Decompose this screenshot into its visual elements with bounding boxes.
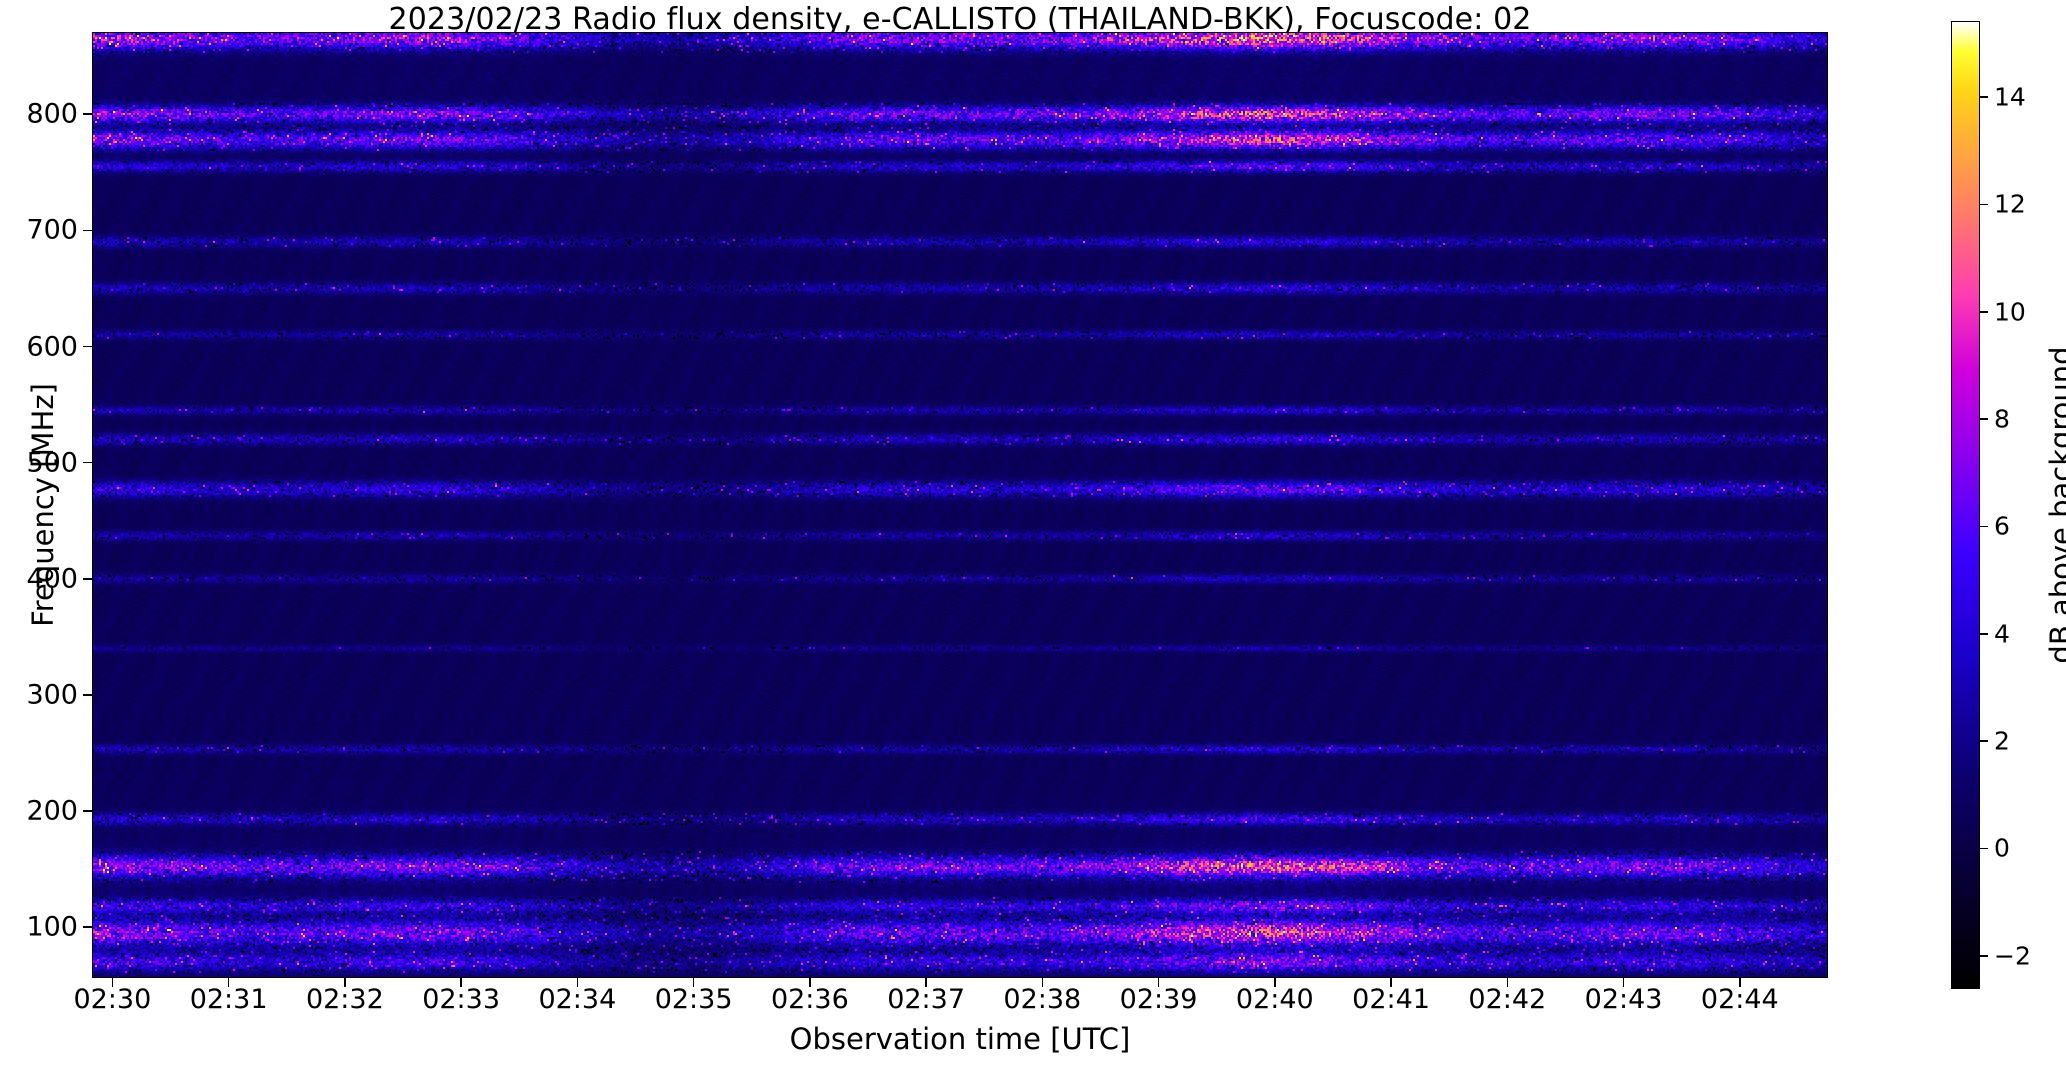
y-tick-label: 100 <box>26 911 78 943</box>
colorbar-tick-label: −2 <box>1994 941 2031 971</box>
colorbar-tick-mark <box>1980 311 1988 313</box>
y-tick-label: 400 <box>26 563 78 595</box>
y-tick-mark <box>83 229 92 232</box>
y-tick-label: 600 <box>26 331 78 362</box>
colorbar-tick-label: 14 <box>1994 82 2026 112</box>
colorbar-tick-mark <box>1980 203 1988 206</box>
y-tick-mark <box>83 926 92 928</box>
y-tick-label: 200 <box>26 795 78 827</box>
x-tick-label: 02:31 <box>189 984 268 1015</box>
x-tick-label: 02:38 <box>1003 984 1082 1015</box>
x-tick-mark <box>460 978 462 987</box>
colorbar-tick-mark <box>1980 96 1988 98</box>
x-tick-label: 02:43 <box>1584 984 1663 1015</box>
colorbar-tick-mark <box>1980 955 1988 957</box>
colorbar-tick-label: 10 <box>1994 297 2026 327</box>
x-tick-mark <box>925 978 927 987</box>
x-tick-mark <box>1157 978 1160 987</box>
x-tick-mark <box>1390 978 1392 987</box>
colorbar-tick-label: 2 <box>1994 726 2010 756</box>
x-tick-mark <box>227 978 230 987</box>
colorbar-tick-mark <box>1980 740 1988 742</box>
y-tick-label: 500 <box>26 447 78 479</box>
x-axis-label: Observation time [UTC] <box>789 1022 1131 1056</box>
x-tick-label: 02:37 <box>887 984 965 1015</box>
colorbar-tick-mark <box>1980 418 1988 420</box>
x-tick-mark <box>1041 978 1044 987</box>
colorbar-tick-label: 6 <box>1994 511 2010 541</box>
x-tick-mark <box>576 978 579 987</box>
x-tick-label: 02:40 <box>1235 984 1314 1015</box>
colorbar-tick-label: 4 <box>1994 619 2010 649</box>
x-tick-mark <box>1506 978 1509 987</box>
x-tick-label: 02:34 <box>538 984 617 1015</box>
y-tick-mark <box>83 810 92 812</box>
y-axis-label: Frequency [MHz] <box>26 383 60 627</box>
colorbar <box>1952 22 1979 988</box>
y-tick-mark <box>83 461 92 464</box>
x-tick-mark <box>809 978 811 987</box>
y-tick-label: 800 <box>26 98 78 130</box>
x-tick-mark <box>692 978 695 987</box>
x-tick-mark <box>344 978 346 987</box>
spectrogram-plot-area[interactable] <box>93 33 1827 977</box>
y-tick-label: 300 <box>26 679 78 711</box>
y-tick-mark <box>83 345 92 348</box>
x-tick-label: 02:35 <box>654 984 733 1015</box>
x-tick-mark <box>111 978 114 987</box>
y-tick-mark <box>83 577 92 580</box>
colorbar-tick-mark <box>1980 847 1988 850</box>
colorbar-frame <box>1951 21 1980 989</box>
colorbar-tick-label: 12 <box>1994 189 2026 219</box>
x-tick-mark <box>1739 978 1741 987</box>
y-tick-mark <box>83 113 92 116</box>
colorbar-label: dB above background <box>2044 346 2066 664</box>
x-tick-label: 02:39 <box>1119 984 1198 1015</box>
colorbar-tick-label: 8 <box>1994 404 2010 434</box>
x-tick-label: 02:32 <box>305 984 384 1015</box>
x-tick-mark <box>1622 978 1625 987</box>
x-tick-label: 02:30 <box>73 984 152 1015</box>
x-tick-label: 02:44 <box>1700 984 1779 1015</box>
colorbar-tick-mark <box>1980 525 1988 528</box>
colorbar-tick-label: 0 <box>1994 833 2010 863</box>
colorbar-tick-mark <box>1980 633 1988 635</box>
x-tick-mark <box>1274 978 1276 987</box>
y-tick-label: 700 <box>26 214 78 246</box>
x-tick-label: 02:41 <box>1352 984 1430 1015</box>
y-tick-mark <box>83 694 92 696</box>
x-tick-label: 02:33 <box>422 984 501 1015</box>
figure-title: 2023/02/23 Radio flux density, e-CALLIST… <box>388 2 1532 37</box>
x-tick-label: 02:36 <box>770 984 849 1015</box>
x-tick-label: 02:42 <box>1468 984 1547 1015</box>
